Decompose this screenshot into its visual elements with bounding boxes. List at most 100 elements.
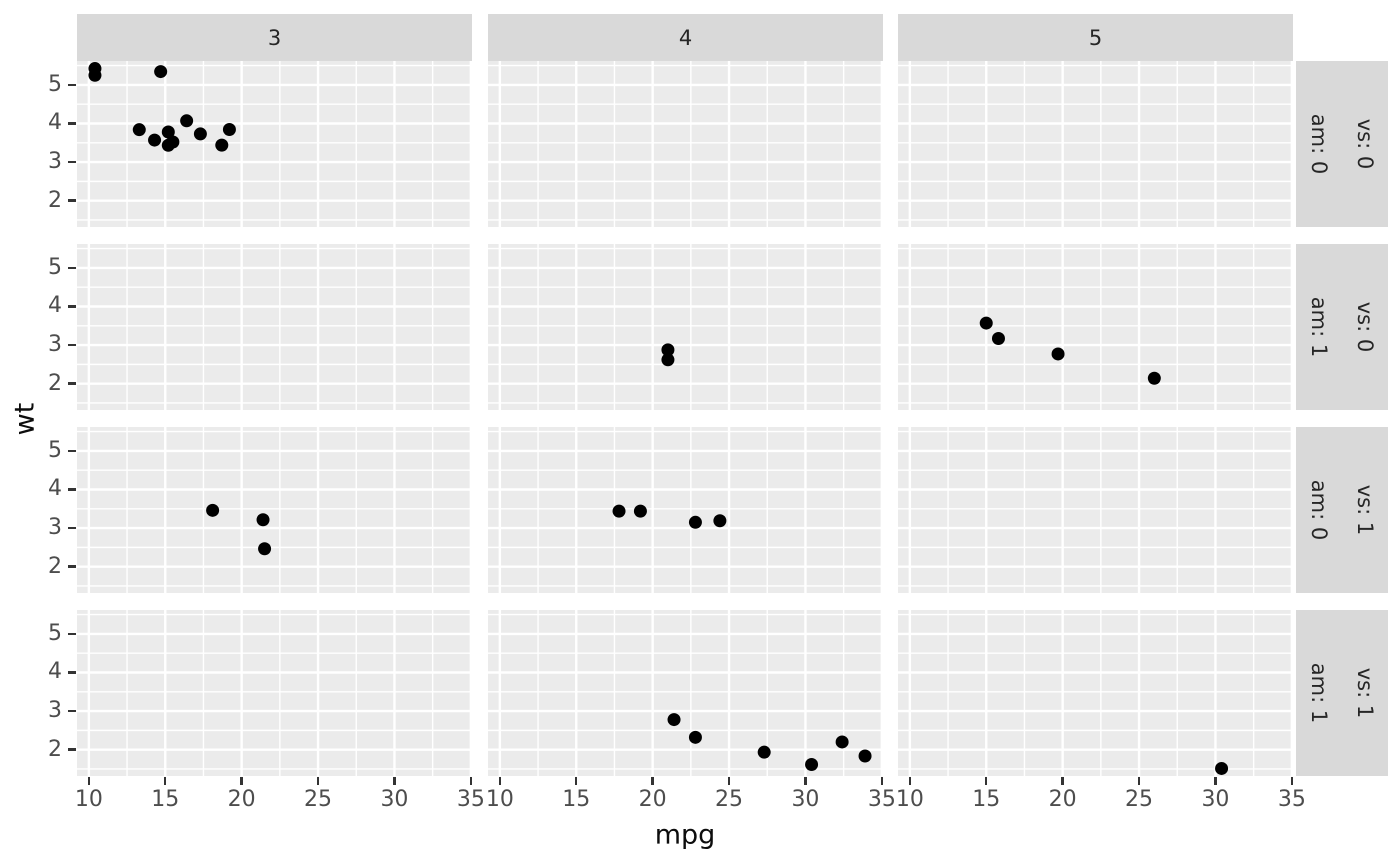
row-strip-label-am: am: 0 <box>1307 113 1331 175</box>
x-axis-title: mpg <box>654 819 716 851</box>
x-tick-label: 10 <box>74 787 103 812</box>
data-point <box>161 125 175 139</box>
data-point <box>688 730 702 744</box>
x-tick-label: 20 <box>227 787 256 812</box>
y-tick-label: 5 <box>48 254 62 280</box>
y-tick-mark <box>68 382 76 385</box>
data-point <box>256 513 270 527</box>
y-tick-label: 3 <box>48 149 62 175</box>
row-strip-label-am: am: 0 <box>1307 479 1331 541</box>
data-point <box>667 713 681 727</box>
panel-row3-col0 <box>77 610 472 776</box>
x-tick-label: 25 <box>715 787 744 812</box>
y-axis-title: wt <box>9 402 41 435</box>
x-tick-mark <box>651 777 654 785</box>
data-point <box>1147 371 1161 385</box>
data-point <box>193 127 207 141</box>
data-point <box>1215 761 1229 775</box>
x-tick-label: 20 <box>638 787 667 812</box>
x-tick-mark <box>880 777 884 785</box>
y-tick-label: 4 <box>48 110 62 136</box>
x-tick-label: 30 <box>791 787 820 812</box>
panel-row2-col2 <box>898 427 1293 593</box>
panel-row0-col1 <box>488 61 883 227</box>
panel-row1-col0 <box>77 244 472 410</box>
column-facet-strip-gear-4: 4 <box>488 14 883 61</box>
data-point <box>222 122 236 136</box>
y-tick-label: 2 <box>48 187 62 213</box>
x-tick-mark <box>469 777 473 785</box>
panel-background <box>77 244 472 410</box>
x-tick-mark <box>1137 777 1141 785</box>
y-tick-label: 3 <box>48 698 62 724</box>
data-point <box>661 353 675 367</box>
data-point <box>161 138 175 152</box>
row-facet-strip-1: am: 1 vs: 0 <box>1296 244 1388 410</box>
x-tick-mark <box>316 777 320 785</box>
x-tick-label: 35 <box>456 787 485 812</box>
y-tick-mark <box>68 632 76 636</box>
data-point <box>154 65 168 79</box>
y-tick-label: 4 <box>48 659 62 685</box>
x-tick-mark <box>727 777 731 785</box>
panel-row0-col2 <box>898 61 1293 227</box>
panel-row3-col1 <box>488 610 883 776</box>
x-tick-mark <box>498 777 502 785</box>
y-tick-mark <box>68 488 76 491</box>
x-tick-label: 15 <box>972 787 1001 812</box>
panel-background <box>488 427 883 593</box>
data-point <box>991 332 1005 346</box>
x-tick-mark <box>1061 777 1064 785</box>
panel-background <box>898 61 1293 227</box>
y-tick-label: 4 <box>48 476 62 502</box>
row-strip-label-vs: vs: 0 <box>1353 118 1377 170</box>
panel-row3-col2 <box>898 610 1293 776</box>
panel-background <box>898 244 1293 410</box>
column-facet-strip-gear-3: 3 <box>77 14 472 61</box>
panel-background <box>77 427 472 593</box>
y-tick-mark <box>68 565 76 568</box>
data-point <box>805 758 819 772</box>
data-point <box>258 542 272 556</box>
data-point <box>88 62 102 76</box>
column-facet-strip-gear-5: 5 <box>898 14 1293 61</box>
data-point <box>612 504 626 518</box>
panel-background <box>488 610 883 776</box>
x-tick-mark <box>87 777 91 785</box>
y-tick-mark <box>68 748 76 751</box>
data-point <box>633 504 647 518</box>
row-strip-label-vs: vs: 1 <box>1353 484 1377 536</box>
y-tick-mark <box>68 671 76 674</box>
row-strip-label-vs: vs: 0 <box>1353 301 1377 353</box>
y-tick-label: 3 <box>48 515 62 541</box>
panel-row0-col0 <box>77 61 472 227</box>
row-facet-strip-2: am: 0 vs: 1 <box>1296 427 1388 593</box>
row-strip-label-vs: vs: 1 <box>1353 667 1377 719</box>
x-tick-label: 10 <box>485 787 514 812</box>
y-tick-label: 3 <box>48 332 62 358</box>
y-tick-label: 2 <box>48 370 62 396</box>
y-tick-mark <box>68 305 76 308</box>
panel-row1-col2 <box>898 244 1293 410</box>
row-facet-strip-3: am: 1 vs: 1 <box>1296 610 1388 776</box>
x-tick-label: 20 <box>1048 787 1077 812</box>
y-tick-mark <box>68 199 76 202</box>
data-point <box>661 343 675 357</box>
panel-background <box>77 610 472 776</box>
data-point <box>858 749 872 763</box>
data-point <box>180 114 194 128</box>
y-tick-label: 2 <box>48 553 62 579</box>
x-tick-mark <box>908 777 912 785</box>
x-tick-mark <box>1290 777 1294 785</box>
y-tick-mark <box>68 122 76 125</box>
x-tick-mark <box>1214 777 1217 785</box>
panel-row2-col0 <box>77 427 472 593</box>
y-tick-mark <box>68 526 76 530</box>
data-point <box>215 138 229 152</box>
y-tick-label: 4 <box>48 293 62 319</box>
data-point <box>1051 347 1065 361</box>
x-tick-label: 15 <box>562 787 591 812</box>
panel-background <box>77 61 472 227</box>
x-tick-mark <box>393 777 396 785</box>
